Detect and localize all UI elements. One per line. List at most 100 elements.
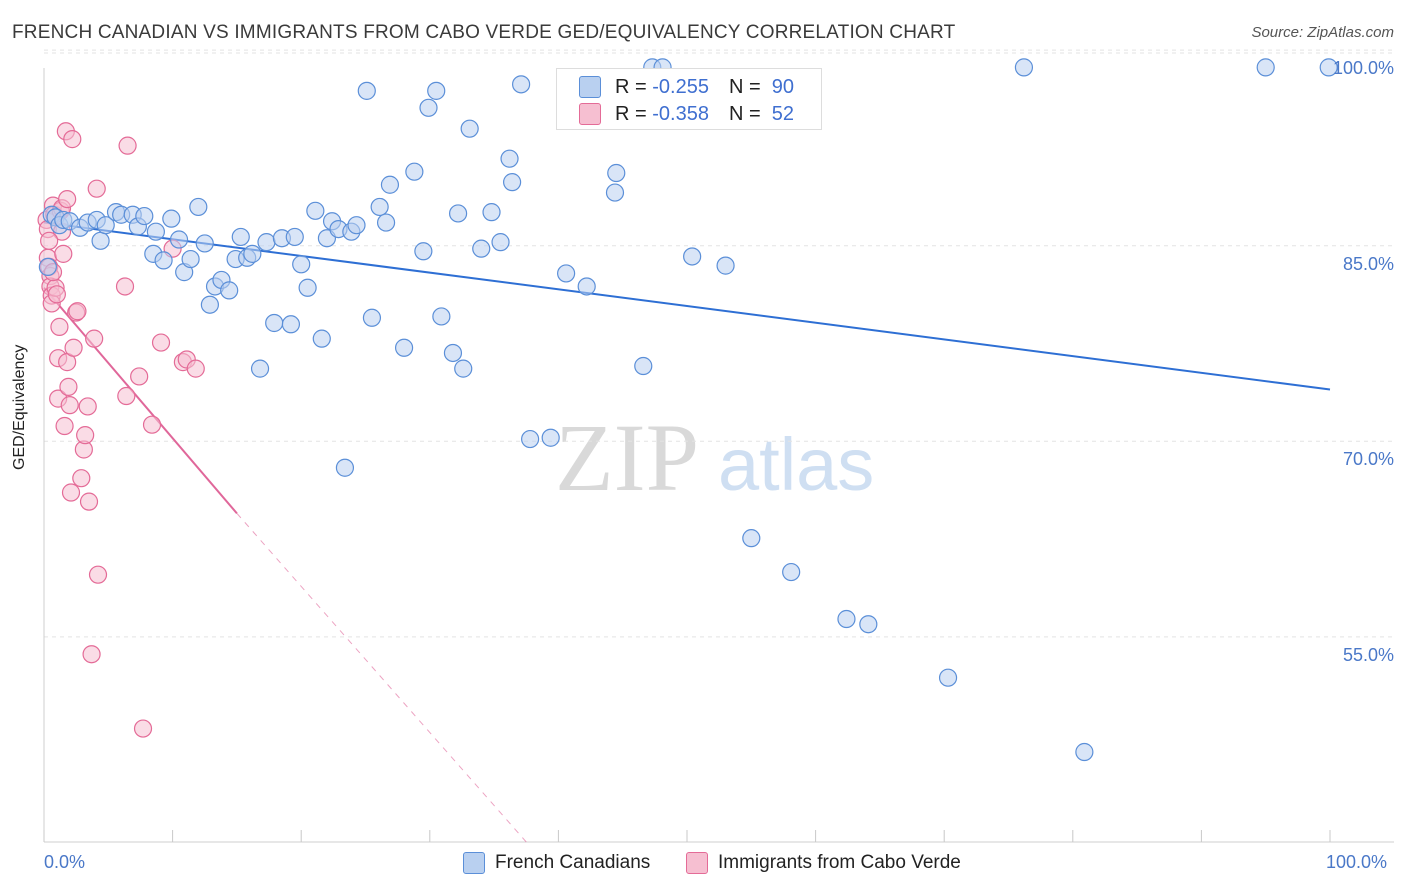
n-label: N = [728, 75, 761, 98]
point-cabo-verde [130, 367, 149, 386]
legend-swatch-blue [579, 76, 601, 98]
n-value-1: 90 [771, 75, 795, 98]
point-french-canadians [231, 227, 250, 247]
trend-lines [43, 221, 1331, 843]
y-tick-label: 55.0% [1342, 644, 1394, 665]
point-french-canadians [460, 119, 479, 138]
legend-item-cabo-verde[interactable]: Immigrants from Cabo Verde [686, 852, 961, 874]
point-french-canadians [265, 313, 284, 333]
point-french-canadians [91, 231, 110, 250]
stats-legend: R = -0.255 N = 90 R = -0.358 N = 52 [556, 68, 822, 130]
point-french-canadians [312, 329, 331, 348]
point-french-canadians [306, 201, 325, 220]
point-french-canadians [432, 307, 451, 326]
point-cabo-verde [58, 189, 77, 209]
r-value-2: -0.358 [652, 102, 709, 125]
point-french-canadians [521, 429, 540, 449]
stats-row-french-canadians: R = -0.255 N = 90 [579, 74, 794, 100]
point-french-canadians [1075, 742, 1094, 762]
point-french-canadians [394, 338, 414, 357]
legend-swatch-blue [463, 852, 485, 874]
point-cabo-verde [82, 645, 101, 664]
point-french-canadians [189, 197, 208, 217]
grid-lines [44, 49, 1394, 638]
point-french-canadians [1256, 58, 1275, 77]
watermark-zip: ZIP [555, 404, 699, 511]
point-cabo-verde [63, 130, 82, 149]
point-cabo-verde [50, 317, 69, 336]
point-french-canadians [454, 359, 473, 378]
point-french-canadians [500, 149, 519, 168]
chart-title: FRENCH CANADIAN VS IMMIGRANTS FROM CABO … [12, 22, 956, 43]
legend-label-cabo-verde: Immigrants from Cabo Verde [718, 852, 961, 873]
point-cabo-verde [64, 338, 83, 357]
data-points [37, 58, 1338, 762]
point-french-canadians [38, 257, 57, 277]
axes [43, 68, 1394, 843]
y-tick-label: 85.0% [1342, 253, 1394, 274]
point-french-canadians [472, 239, 491, 258]
point-french-canadians [557, 264, 576, 283]
point-french-canadians [491, 233, 510, 252]
trend-line-french-canadians [43, 221, 1331, 391]
point-cabo-verde [47, 285, 66, 304]
point-cabo-verde [151, 333, 171, 352]
point-french-canadians [577, 277, 596, 296]
x-tick-label-min: 0.0% [44, 852, 86, 872]
point-cabo-verde [85, 329, 104, 348]
point-french-canadians [414, 242, 433, 261]
point-french-canadians [634, 356, 653, 376]
trend-line-cabo-verde-extension [236, 513, 527, 843]
point-french-canadians [200, 295, 219, 314]
point-french-canadians [607, 163, 626, 183]
legend-item-french-canadians[interactable]: French Canadians [463, 852, 650, 874]
point-french-canadians [281, 315, 301, 334]
point-french-canadians [683, 247, 702, 266]
point-cabo-verde [186, 359, 205, 378]
point-french-canadians [427, 81, 446, 100]
point-cabo-verde [133, 719, 153, 738]
point-french-canadians [357, 81, 376, 100]
point-french-canadians [380, 175, 400, 194]
point-french-canadians [96, 216, 115, 235]
watermark-atlas: atlas [718, 423, 874, 506]
point-french-canadians [250, 359, 270, 378]
x-tick-label-max: 100.0% [1326, 852, 1388, 872]
point-french-canadians [503, 173, 522, 192]
legend-swatch-pink [579, 103, 601, 125]
point-cabo-verde [61, 483, 81, 502]
point-french-canadians [405, 162, 424, 181]
n-value-2: 52 [771, 102, 795, 125]
point-french-canadians [482, 203, 501, 222]
point-cabo-verde [118, 136, 137, 155]
point-cabo-verde [55, 416, 74, 436]
watermark: ZIP atlas [555, 404, 874, 511]
point-french-canadians [181, 249, 200, 269]
point-french-canadians [938, 668, 958, 687]
point-french-canadians [335, 458, 355, 477]
point-french-canadians [135, 206, 154, 226]
point-cabo-verde [79, 492, 99, 511]
point-french-canadians [837, 609, 856, 629]
point-french-canadians [782, 562, 801, 582]
point-cabo-verde [60, 396, 79, 415]
point-cabo-verde [76, 426, 95, 445]
source-credit: Source: ZipAtlas.com [1251, 24, 1394, 41]
point-french-canadians [376, 213, 396, 232]
point-french-canadians [419, 98, 438, 117]
point-french-canadians [541, 428, 560, 447]
point-french-canadians [162, 209, 181, 228]
point-french-canadians [243, 244, 262, 263]
point-french-canadians [195, 234, 214, 253]
point-french-canadians [285, 227, 304, 247]
point-french-canadians [220, 281, 239, 300]
point-french-canadians [512, 75, 531, 94]
point-cabo-verde [40, 231, 59, 250]
legend-label-french-canadians: French Canadians [495, 852, 651, 873]
y-tick-label: 70.0% [1342, 449, 1394, 470]
point-cabo-verde [72, 469, 91, 488]
point-french-canadians [169, 230, 189, 249]
n-label: N = [728, 102, 761, 125]
point-french-canadians [257, 233, 276, 252]
